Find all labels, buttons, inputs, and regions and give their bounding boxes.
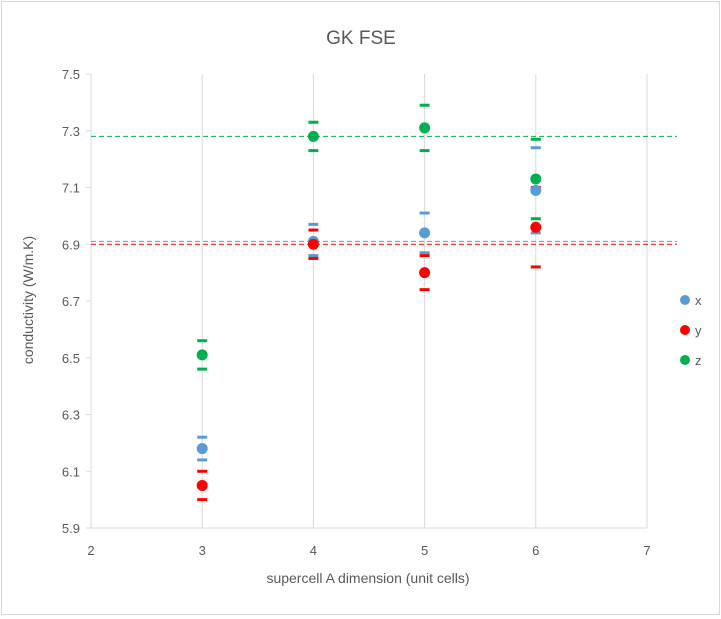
data-point-y	[530, 221, 542, 233]
y-tick-label: 6.3	[62, 408, 80, 423]
data-point-z	[419, 122, 431, 134]
data-points	[196, 103, 542, 502]
legend-label-y: y	[695, 323, 702, 338]
data-point-x	[419, 227, 431, 239]
data-point-z	[530, 173, 542, 185]
x-tick-label: 4	[310, 543, 317, 558]
y-axis-label: conductivity (W/m.K)	[20, 236, 36, 364]
y-tick-label: 5.9	[62, 521, 80, 536]
data-point-x	[530, 184, 542, 196]
x-tick-label: 2	[87, 543, 94, 558]
data-point-z	[196, 349, 208, 361]
legend: xyz	[680, 293, 702, 368]
y-tick-label: 7.1	[62, 181, 80, 196]
legend-marker-z	[680, 355, 690, 365]
y-tick-label: 6.5	[62, 351, 80, 366]
legend-marker-y	[680, 325, 690, 335]
legend-marker-x	[680, 295, 690, 305]
data-point-y	[307, 238, 319, 250]
data-point-y	[419, 267, 431, 279]
x-tick-label: 6	[532, 543, 539, 558]
y-tick-label: 6.1	[62, 464, 80, 479]
data-point-z	[307, 130, 319, 142]
data-point-x	[196, 443, 208, 455]
x-axis-label: supercell A dimension (unit cells)	[266, 570, 469, 586]
legend-label-x: x	[695, 293, 702, 308]
gridlines	[90, 74, 648, 528]
reference-lines	[91, 135, 677, 245]
legend-label-z: z	[695, 353, 702, 368]
x-tick-label: 5	[421, 543, 428, 558]
x-tick-label: 7	[643, 543, 650, 558]
x-tick-label: 3	[199, 543, 206, 558]
y-tick-label: 7.3	[62, 124, 80, 139]
chart-title: GK FSE	[326, 28, 396, 49]
y-tick-label: 6.9	[62, 237, 80, 252]
data-point-y	[196, 479, 208, 491]
y-tick-label: 7.5	[62, 67, 80, 82]
y-tick-label: 6.7	[62, 294, 80, 309]
axes: 2 3 4 5 6 7 5.9 6.1 6.3 6.5 6.7 6.9 7.1 7.3 7.5	[62, 67, 651, 558]
